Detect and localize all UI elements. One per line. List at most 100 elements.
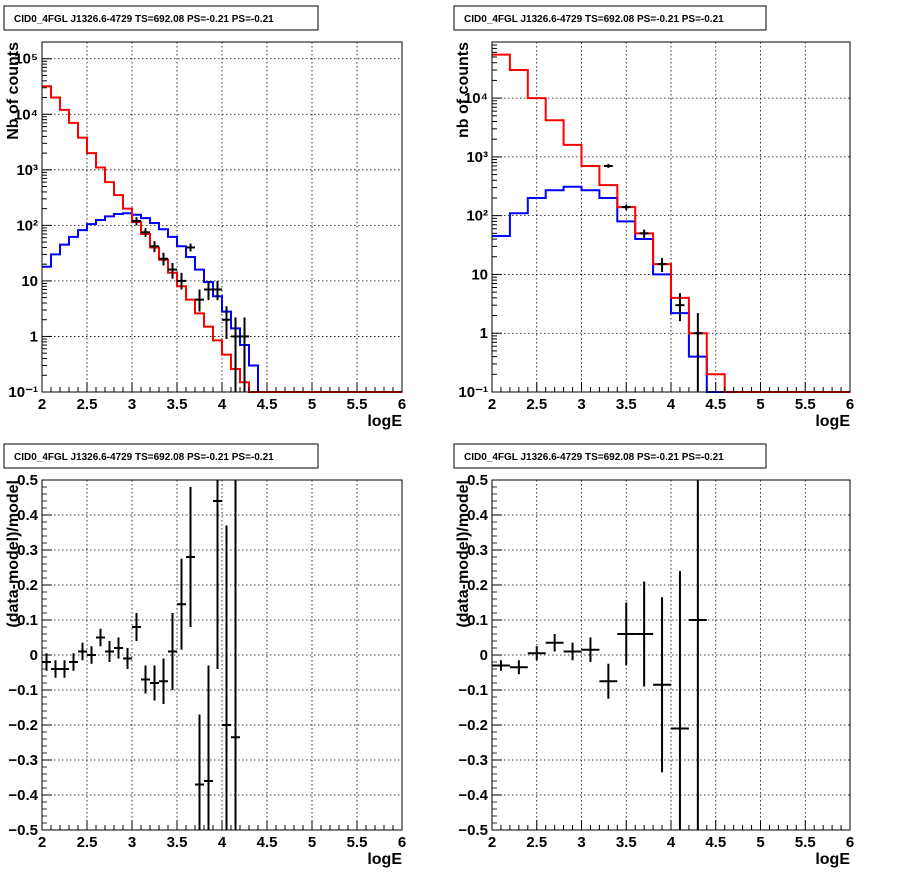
data-point [222, 306, 231, 339]
data-point [231, 317, 240, 392]
y-tick-label: 10⁴ [464, 90, 488, 107]
y-tick-label: 10³ [16, 162, 38, 179]
y-tick-label: 10² [466, 208, 488, 225]
x-tick-label: 2 [488, 396, 496, 413]
data-point [159, 658, 168, 704]
x-axis-label: logE [815, 851, 850, 868]
x-tick-label: 5 [308, 396, 316, 413]
data-points [42, 480, 240, 830]
data-point [688, 480, 707, 830]
y-tick-label: −0.2 [8, 717, 38, 734]
x-tick-label: 4.5 [705, 396, 726, 413]
data-point [186, 487, 195, 627]
data-point [141, 227, 150, 237]
x-tick-label: 3.5 [616, 834, 637, 851]
x-tick-label: 4 [218, 396, 227, 413]
x-tick-label: 2.5 [77, 396, 98, 413]
data-point [563, 642, 582, 661]
data-point [195, 714, 204, 830]
y-tick-label: −0.4 [8, 787, 38, 804]
x-tick-label: 3 [577, 396, 585, 413]
x-axis: 2 2.5 3 3.5 4 4.5 5 5.5 6 [38, 820, 406, 851]
y-tick-label: 0 [30, 647, 38, 664]
data-point [96, 628, 105, 647]
x-axis-label: logE [367, 851, 402, 868]
data-point [693, 313, 703, 392]
x-tick-label: 5 [308, 834, 316, 851]
grid [41, 479, 403, 831]
y-tick-label: −0.2 [458, 717, 488, 734]
grid [491, 42, 851, 393]
y-tick-label: 0.3 [467, 542, 488, 559]
chart-title-box [3, 443, 319, 469]
data-point [509, 660, 528, 675]
data-points [132, 217, 249, 392]
data-point [599, 663, 618, 699]
data-point [141, 665, 150, 694]
y-tick-label: 0.2 [467, 577, 488, 594]
data-point [87, 646, 96, 664]
data-point [671, 571, 689, 830]
chart-title: CID0_4FGL J1326.6-4729 TS=692.08 PS=-0.2… [14, 452, 274, 463]
data-point [60, 660, 69, 678]
data-point [186, 243, 195, 252]
data-point [639, 229, 649, 238]
y-axis-label: (data-model)/model [455, 480, 472, 628]
y-tick-label: 0.1 [467, 612, 488, 629]
x-tick-label: 5 [756, 834, 764, 851]
x-axis-label: logE [367, 413, 402, 430]
x-tick-label: 4 [667, 396, 676, 413]
panel-counts-right: CID0_4FGL J1326.6-4729 TS=692.08 PS=-0.2… [453, 5, 854, 430]
data-point [492, 660, 510, 671]
y-tick-label: 0.4 [17, 507, 39, 524]
x-tick-label: 6 [846, 834, 854, 851]
x-tick-label: 4 [667, 834, 676, 851]
data-point [635, 581, 654, 687]
y-tick-label: 0 [480, 647, 488, 664]
data-point [168, 263, 177, 279]
y-tick-label: −0.5 [8, 822, 38, 839]
panel-residuals-left: CID0_4FGL J1326.6-4729 TS=692.08 PS=-0.2… [3, 443, 406, 868]
y-tick-label: 0.5 [17, 472, 38, 489]
data-point [150, 241, 159, 253]
y-tick-label: 0.3 [17, 542, 38, 559]
y-tick-label: 10⁴ [14, 106, 38, 123]
data-point [168, 613, 177, 690]
y-axis: 10⁻¹ 1 10 10² 10³ 10⁴ [458, 41, 502, 401]
x-tick-label: 3.5 [616, 396, 637, 413]
x-tick-label: 4.5 [705, 834, 726, 851]
x-tick-label: 6 [846, 396, 854, 413]
y-tick-label: 10² [16, 217, 38, 234]
y-tick-label: 10⁻¹ [8, 384, 38, 401]
y-tick-label: 10⁵ [14, 51, 38, 68]
x-tick-label: 4.5 [257, 396, 278, 413]
x-tick-label: 2 [38, 834, 46, 851]
x-tick-label: 5.5 [795, 396, 816, 413]
data-point [603, 163, 613, 168]
data-point [621, 204, 631, 210]
data-point [231, 480, 240, 830]
x-tick-label: 3.5 [167, 396, 188, 413]
y-tick-label: −0.3 [458, 752, 488, 769]
data-point [51, 660, 60, 678]
x-axis: 2 2.5 3 3.5 4 4.5 5 5.5 6 [488, 820, 854, 851]
x-tick-label: 6 [398, 396, 406, 413]
x-axis-label: logE [815, 413, 850, 430]
x-tick-label: 3 [577, 834, 585, 851]
data-point [213, 480, 222, 669]
x-tick-label: 2.5 [526, 396, 547, 413]
chart-title: CID0_4FGL J1326.6-4729 TS=692.08 PS=-0.2… [464, 14, 724, 25]
data-points [603, 163, 703, 392]
x-tick-label: 3 [128, 834, 136, 851]
data-point [581, 637, 600, 662]
x-tick-label: 5 [756, 396, 764, 413]
y-tick-label: 10 [471, 266, 488, 283]
y-axis: −0.5 −0.4 −0.3 −0.2 −0.1 0 0.1 0.2 0.3 0.4 0.5 [8, 472, 52, 839]
data-point [527, 646, 546, 661]
data-point [132, 217, 141, 226]
y-tick-label: 10 [21, 273, 38, 290]
data-points [492, 480, 707, 830]
y-tick-label: −0.4 [458, 787, 488, 804]
data-point [545, 634, 564, 652]
chart-title-box [3, 5, 319, 31]
